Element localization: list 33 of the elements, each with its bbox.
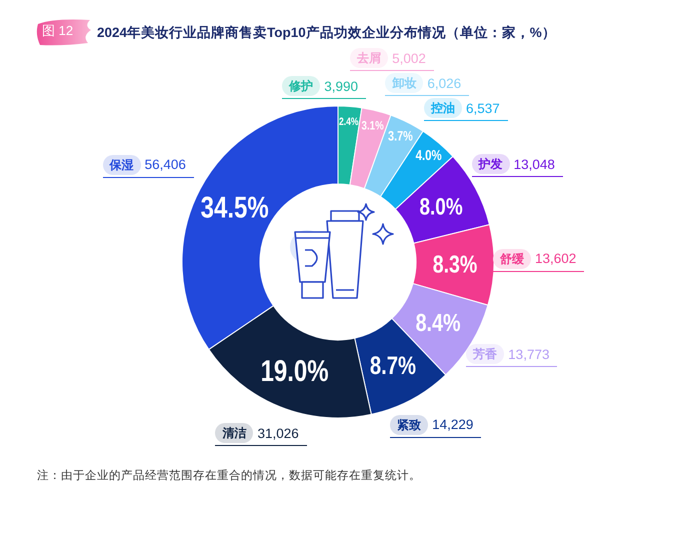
text: 8.7% <box>370 350 416 380</box>
caption: 图 12 <box>42 22 74 40</box>
data-label: 6,026 <box>427 76 462 91</box>
slice-label: 去屑 <box>350 48 388 68</box>
data-label: 56,406 <box>144 157 186 172</box>
data-label: 6,537 <box>466 100 500 116</box>
slice-label: 控油 <box>424 98 462 118</box>
slice-label: 卸妆 <box>385 73 424 94</box>
data-label: 5,002 <box>392 50 426 66</box>
text: 19.0% <box>260 354 329 388</box>
slice-label: 修护 <box>282 76 320 96</box>
text: 2.4% <box>338 116 359 128</box>
text: 8.4% <box>416 308 461 336</box>
text: 4.0% <box>416 146 442 164</box>
text: 3.7% <box>388 128 413 144</box>
slice-label: 保湿 <box>102 154 141 175</box>
data-label: 14,229 <box>432 417 474 432</box>
data-label: 13,773 <box>508 346 550 362</box>
slice-label: 紧致 <box>390 414 428 435</box>
slice-label: 护发 <box>472 154 510 174</box>
text: 8.3% <box>432 250 478 278</box>
data-label: 13,602 <box>535 251 576 266</box>
slice-label: 清洁 <box>215 423 254 444</box>
text: 3.1% <box>362 119 384 133</box>
chart-title: 2024年美妆行业品牌商售卖Top10产品功效企业分布情况（单位：家，%） <box>97 24 556 42</box>
text: 注：由于企业的产品经营范围存在重合的情况，数据可能存在重复统计。 <box>37 468 421 484</box>
slice-label: 芳香 <box>466 344 504 364</box>
text: 8.0% <box>420 193 463 220</box>
data-label: 3,990 <box>324 78 358 94</box>
data-label: 13,048 <box>514 156 555 172</box>
data-label: 31,026 <box>257 426 299 441</box>
slice-label: 舒缓 <box>493 248 531 269</box>
text: 34.5% <box>200 190 269 224</box>
